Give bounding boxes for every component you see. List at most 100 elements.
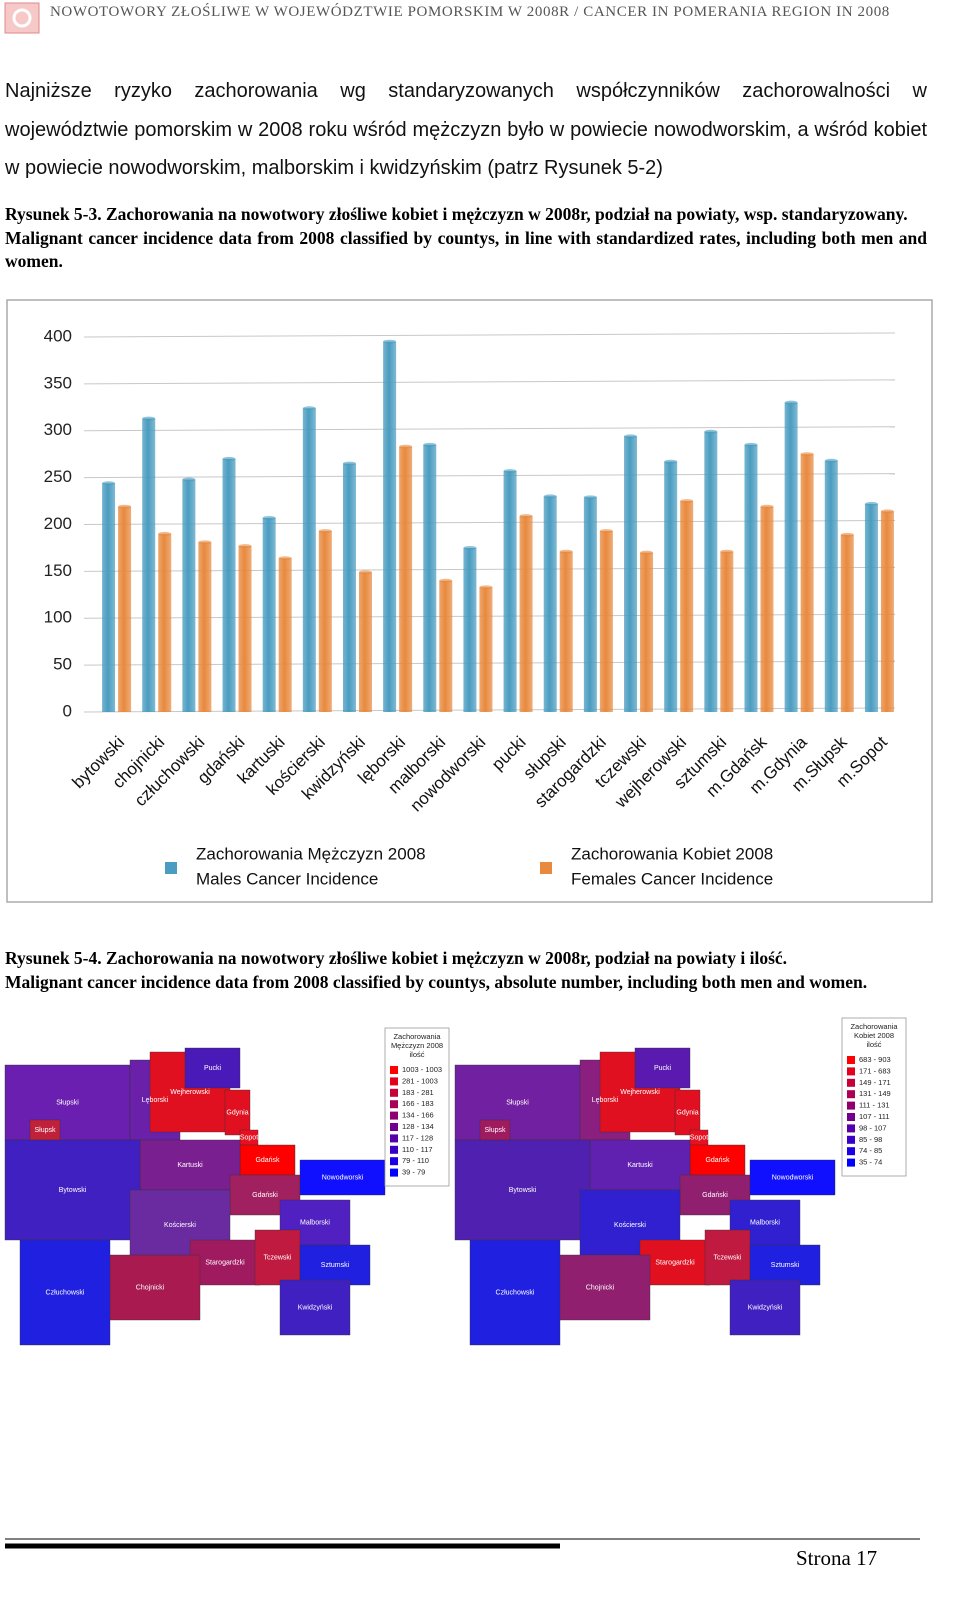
legend-title: ilość [409,1050,424,1059]
bar-cap [559,549,573,554]
legend-swatch [390,1088,398,1097]
bar [118,506,132,712]
legend-title: Zachorowania [393,1032,441,1041]
logo-sun [12,8,32,28]
bar [503,471,517,712]
region-label: Wejherowski [620,1089,660,1096]
bar [399,446,413,712]
figure-caption: Rysunek 5-4. Zachorowania na nowotwory z… [5,947,927,994]
legend-label: 683 - 903 [859,1055,891,1064]
region-label: Gdynia [226,1109,248,1116]
y-tick-label: 250 [44,467,72,486]
region-label: Słupski [56,1099,79,1106]
bar-cap [158,531,172,536]
header-title: NOWOTOWORY ZŁOŚLIWE W WOJEWÓDZTWIE POMOR… [50,4,890,20]
bar-cap [720,549,734,554]
region-label: Starogardzki [655,1259,695,1266]
bar-cap [222,456,236,461]
bar [800,454,814,712]
region-label: Lęborski [142,1097,169,1104]
legend-title: Zachorowania [850,1022,898,1031]
y-tick-label: 0 [63,701,72,720]
region-label: Kartuski [177,1162,203,1169]
region-label: Kartuski [627,1162,653,1169]
region-label: Sztumski [321,1262,350,1269]
legend-swatch [847,1078,855,1087]
legend-label: 183 - 281 [402,1088,434,1097]
legend-label: 39 - 79 [402,1168,425,1177]
region [99,1254,201,1321]
region-label: Sztumski [771,1262,800,1269]
legend-label: 74 - 85 [859,1146,882,1155]
bar-cap [302,406,316,411]
bar [102,483,116,712]
region-label: Słupski [506,1099,529,1106]
region-label: Gdański [702,1192,728,1199]
bar [640,552,654,712]
region-label: Wejherowski [170,1089,210,1096]
legend-title: ilość [866,1040,881,1049]
bar-cap [358,570,372,575]
bar [664,461,678,712]
legend-swatch [390,1134,398,1143]
bar [599,531,613,712]
bar-cap [760,504,774,509]
bar [423,444,437,712]
page-number: Strona 17 [796,1546,878,1570]
legend-swatch [847,1067,855,1076]
region-label: Kościerski [614,1222,646,1229]
region [279,1279,351,1336]
region-label: Malborski [300,1219,330,1226]
region [674,1089,701,1136]
bar [439,580,453,712]
grid-line [83,520,896,525]
bar [704,431,718,712]
maps: SłupskiSłupskLęborskiWejherowskiPuckiGdy… [4,1017,907,1346]
bar-cap [599,529,613,534]
bar-cap [439,578,453,583]
bar [744,444,758,712]
legend-label: Zachorowania Mężczyzn 2008 [196,844,426,863]
bar [583,497,597,712]
region-label: Człuchowski [46,1289,85,1296]
region-label: Lęborski [592,1097,619,1104]
region-label: Pucki [204,1065,222,1072]
legend-swatch [390,1123,398,1131]
region-label: Chojnicki [136,1284,165,1291]
bar-cap [342,461,356,466]
region-label: Pucki [654,1065,672,1072]
bar [198,542,212,712]
bar [383,341,397,712]
bar [840,534,854,712]
region [469,1239,561,1346]
bar-cap [640,550,654,555]
y-tick-label: 200 [44,514,72,533]
grid-line [83,379,896,385]
legend-label: 171 - 683 [859,1066,891,1075]
bar-cap [583,495,597,500]
y-tick-label: 350 [44,373,72,392]
bar-cap [864,501,878,506]
bar-cap [664,459,678,464]
region [454,1064,581,1141]
bar-cap [543,494,557,499]
legend-swatch [390,1168,398,1177]
legend-label: 111 - 131 [859,1101,890,1110]
legend-label: 1003 - 1003 [402,1065,442,1074]
bar [158,533,172,712]
legend-swatch [847,1113,855,1121]
legend-label: 85 - 98 [859,1135,882,1144]
legend-label: 117 - 128 [402,1133,433,1142]
bar-cap [463,545,477,550]
legend-swatch [540,862,552,874]
region-label: Bytowski [509,1187,537,1194]
legend-swatch [847,1158,855,1167]
bar [760,506,774,712]
bar-cap [238,544,252,549]
bar-cap [680,499,694,504]
bar-cap [383,339,397,344]
legend-swatch [847,1090,855,1099]
bar-cap [142,416,156,421]
bar-cap [182,477,196,482]
region-label: Słupsk [34,1127,56,1134]
